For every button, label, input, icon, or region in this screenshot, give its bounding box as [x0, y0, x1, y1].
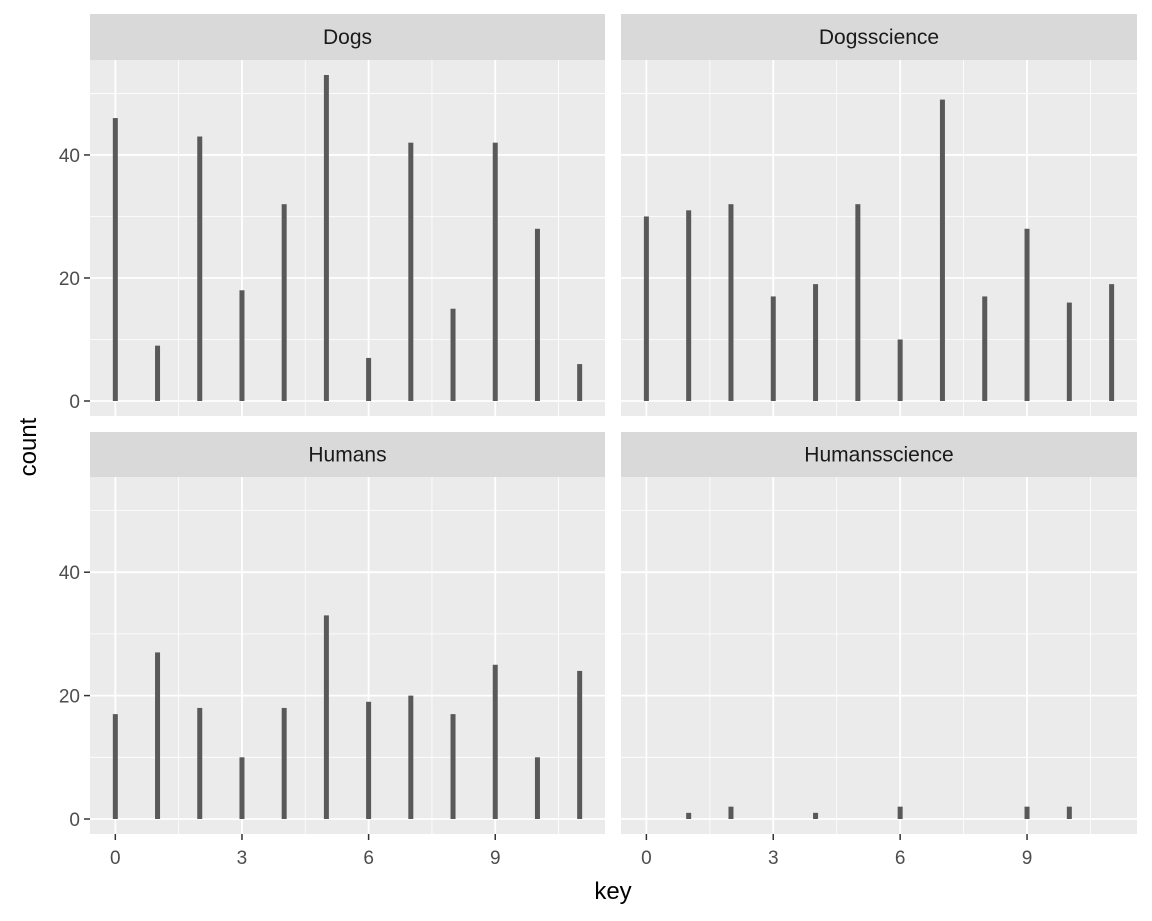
y-tick-label: 40: [59, 563, 80, 584]
bar: [686, 210, 692, 401]
bar: [577, 670, 583, 819]
bar: [1109, 284, 1115, 401]
facet-strip: [621, 14, 1137, 60]
bar: [408, 695, 414, 819]
panel-background: [90, 60, 605, 416]
panel-background: [621, 477, 1137, 834]
bar: [982, 296, 988, 401]
y-axis-title: count: [15, 417, 42, 476]
panels-layer: Dogs Dogsscience Humans Humansscience: [90, 14, 1137, 834]
bar: [813, 284, 819, 401]
y-tick-label: 0: [69, 392, 80, 413]
x-tick-label: 3: [237, 848, 248, 869]
bar: [281, 204, 287, 401]
bar: [492, 142, 498, 401]
bar: [770, 296, 776, 401]
bar: [366, 701, 372, 819]
bar: [813, 812, 819, 819]
x-tick-label: 6: [895, 848, 906, 869]
x-ticks-layer: 0 3 6 9 0 3 6 9: [110, 834, 1032, 869]
bar: [197, 707, 203, 819]
bar: [239, 290, 245, 401]
bar: [112, 714, 118, 819]
bar: [450, 714, 456, 819]
panel-background: [90, 477, 605, 834]
bar: [1024, 228, 1030, 401]
bar: [323, 615, 329, 819]
x-tick-label: 9: [490, 848, 501, 869]
bar: [728, 204, 734, 401]
y-tick-label: 0: [69, 810, 80, 831]
bar: [112, 118, 118, 401]
bar: [1066, 302, 1072, 401]
bar: [728, 806, 734, 819]
bar: [897, 339, 903, 401]
bar: [450, 308, 456, 401]
facet-strip: [90, 432, 605, 477]
bar: [1024, 806, 1030, 819]
facet-strip: [621, 432, 1137, 477]
facet-panel: Humans: [90, 432, 605, 834]
y-ticks-layer: 0 20 40 0 20 40: [59, 146, 90, 831]
facet-strip-label: Dogsscience: [819, 26, 939, 49]
x-tick-label: 9: [1022, 848, 1033, 869]
facet-panel: Dogsscience: [621, 14, 1137, 416]
bar: [1066, 806, 1072, 819]
facet-panel: Dogs: [90, 14, 605, 416]
facet-panel: Humansscience: [621, 432, 1137, 834]
x-axis-title: key: [594, 878, 631, 905]
bar: [534, 228, 540, 401]
x-tick-label: 0: [110, 848, 121, 869]
y-tick-label: 20: [59, 269, 80, 290]
facet-strip-label: Humansscience: [804, 444, 953, 467]
bar: [686, 812, 692, 819]
panel-background: [621, 60, 1137, 416]
y-tick-label: 40: [59, 146, 80, 167]
bar: [643, 216, 649, 401]
bar: [323, 75, 329, 401]
bar: [408, 142, 414, 401]
bar: [855, 204, 861, 401]
bar: [492, 664, 498, 819]
facet-strip-label: Dogs: [323, 26, 372, 49]
bar: [239, 757, 245, 819]
bar: [366, 357, 372, 401]
bar: [939, 99, 945, 402]
facet-strip-label: Humans: [308, 444, 386, 467]
bar: [897, 806, 903, 819]
bar: [281, 707, 287, 819]
y-tick-label: 20: [59, 687, 80, 708]
bar: [155, 345, 161, 401]
x-tick-label: 3: [768, 848, 779, 869]
x-tick-label: 0: [641, 848, 652, 869]
x-tick-label: 6: [363, 848, 374, 869]
bar: [155, 652, 161, 819]
bar: [534, 757, 540, 819]
bar: [197, 136, 203, 401]
facet-strip: [90, 14, 605, 60]
bar: [577, 364, 583, 401]
